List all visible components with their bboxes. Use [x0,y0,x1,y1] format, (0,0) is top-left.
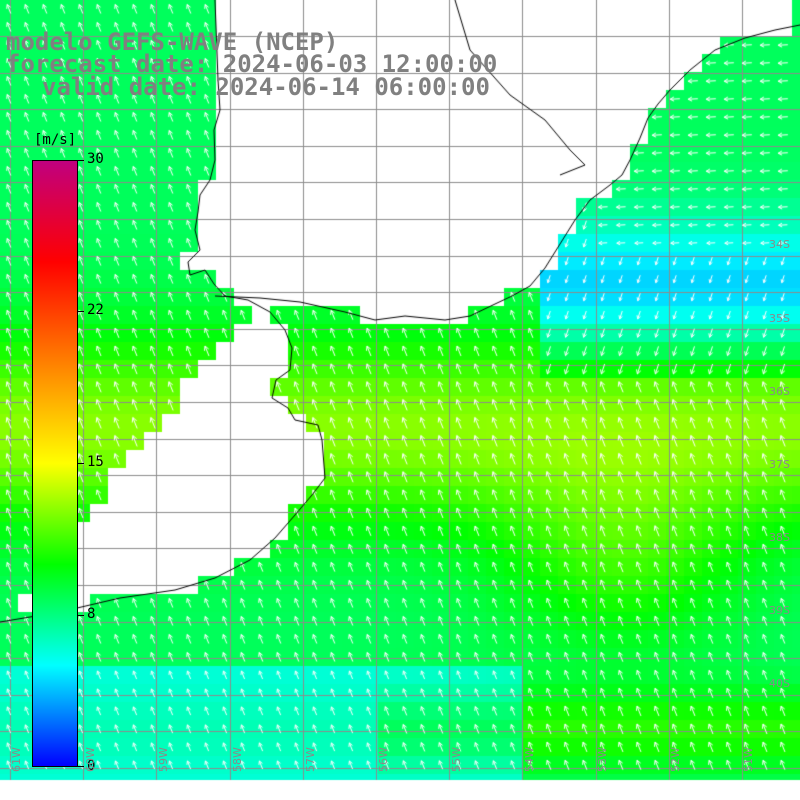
colorbar-tick-label: 8 [87,606,96,622]
lon-label: 60W [84,747,97,772]
colorbar-tick-label: 15 [87,454,104,470]
colorbar-tick-label: 0 [87,758,96,774]
colorbar-tick-label: 30 [87,151,104,167]
lon-label: 53W [596,747,609,772]
model-title: modelo GEFS-WAVE (NCEP) [6,28,339,56]
lat-label: 34S [769,238,790,251]
lon-label: 55W [450,747,463,772]
lon-label: 54W [523,747,536,772]
lon-label: 58W [231,747,244,772]
lon-label: 61W [10,747,23,772]
lon-label: 52W [669,747,682,772]
lon-label: 56W [377,747,390,772]
colorbar-tickmark [78,160,84,161]
forecast-date: forecast date: 2024-06-03 12:00:00 [6,50,498,78]
colorbar [32,160,78,767]
lon-label: 57W [304,747,317,772]
lon-label: 51W [742,747,755,772]
lat-label: 36S [769,385,790,398]
colorbar-tickmark [78,615,84,616]
lat-label: 35S [769,312,790,325]
colorbar-unit-label: [m/s] [34,132,77,148]
lat-label: 37S [769,458,790,471]
lon-label: 59W [157,747,170,772]
valid-date: valid date: 2024-06-14 06:00:00 [42,73,490,101]
lat-label: 38S [769,531,790,544]
lat-label: 40S [769,677,790,690]
colorbar-tickmark [78,766,84,767]
lat-label: 39S [769,604,790,617]
colorbar-tickmark [78,311,84,312]
colorbar-tickmark [78,463,84,464]
colorbar-tick-label: 22 [87,302,104,318]
